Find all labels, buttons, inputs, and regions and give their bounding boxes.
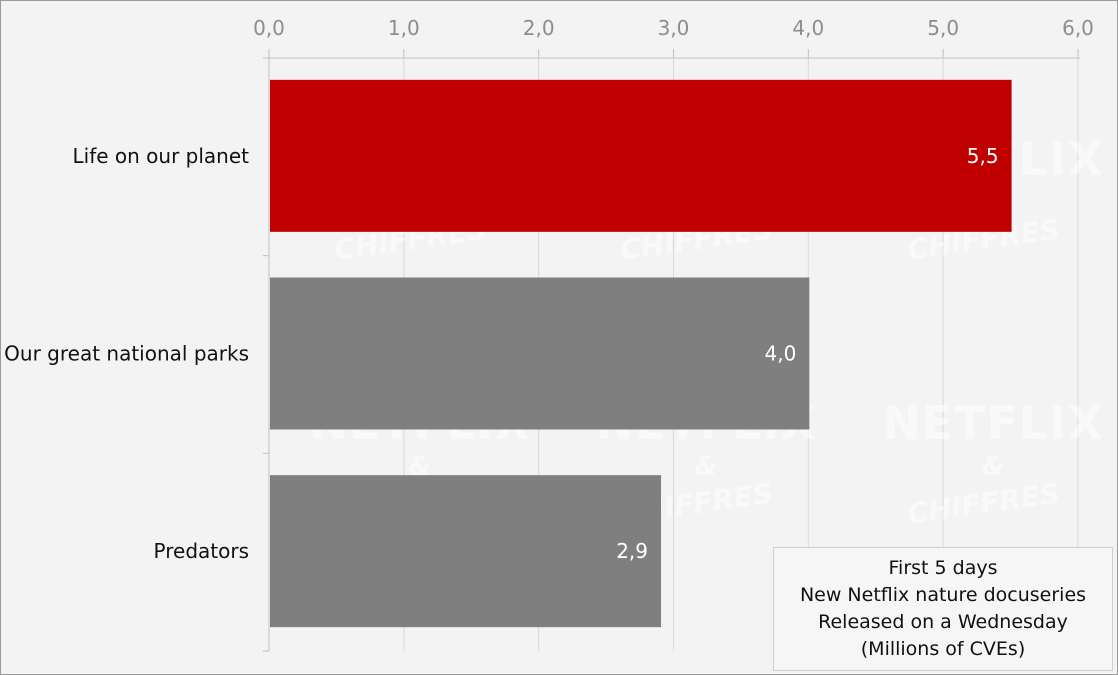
bar bbox=[270, 475, 662, 628]
watermark-text-line2: & bbox=[409, 452, 432, 482]
note-line-1: First 5 days bbox=[888, 557, 998, 579]
category-label: Life on our planet bbox=[73, 144, 250, 168]
value-label: 4,0 bbox=[765, 342, 797, 366]
watermark-text-line2: & bbox=[695, 452, 718, 482]
note-line-3: Released on a Wednesday bbox=[818, 611, 1068, 633]
category-label: Predators bbox=[154, 539, 249, 563]
x-tick-label: 4,0 bbox=[792, 16, 824, 40]
watermark-text-line3: CHIFFRES bbox=[905, 477, 1062, 531]
watermark-text-line2: & bbox=[982, 452, 1005, 482]
x-tick-label: 0,0 bbox=[253, 16, 285, 40]
bars bbox=[270, 79, 1012, 628]
category-label: Our great national parks bbox=[4, 342, 249, 366]
labels: Life on our planet 5,5 Our great national … bbox=[4, 144, 998, 563]
value-label: 2,9 bbox=[616, 539, 648, 563]
watermark-text-line1: NETFLIX bbox=[882, 396, 1104, 450]
note-box: First 5 days New Netflix nature docuseri… bbox=[773, 547, 1113, 671]
x-tick-label: 6,0 bbox=[1062, 16, 1094, 40]
bar bbox=[270, 277, 810, 430]
x-tick-label: 2,0 bbox=[523, 16, 555, 40]
value-label: 5,5 bbox=[967, 144, 999, 168]
x-tick-label: 3,0 bbox=[658, 16, 690, 40]
bar bbox=[270, 79, 1012, 232]
x-axis-ticks: 0,0 1,0 2,0 3,0 4,0 5,0 6,0 bbox=[253, 16, 1094, 652]
watermark-tile: NETFLIX&CHIFFRES bbox=[882, 396, 1104, 531]
note-line-2: New Netflix nature docuseries bbox=[799, 584, 1087, 606]
x-tick-label: 1,0 bbox=[388, 16, 420, 40]
note-line-4: (Millions of CVEs) bbox=[860, 638, 1026, 660]
x-tick-label: 5,0 bbox=[927, 16, 959, 40]
